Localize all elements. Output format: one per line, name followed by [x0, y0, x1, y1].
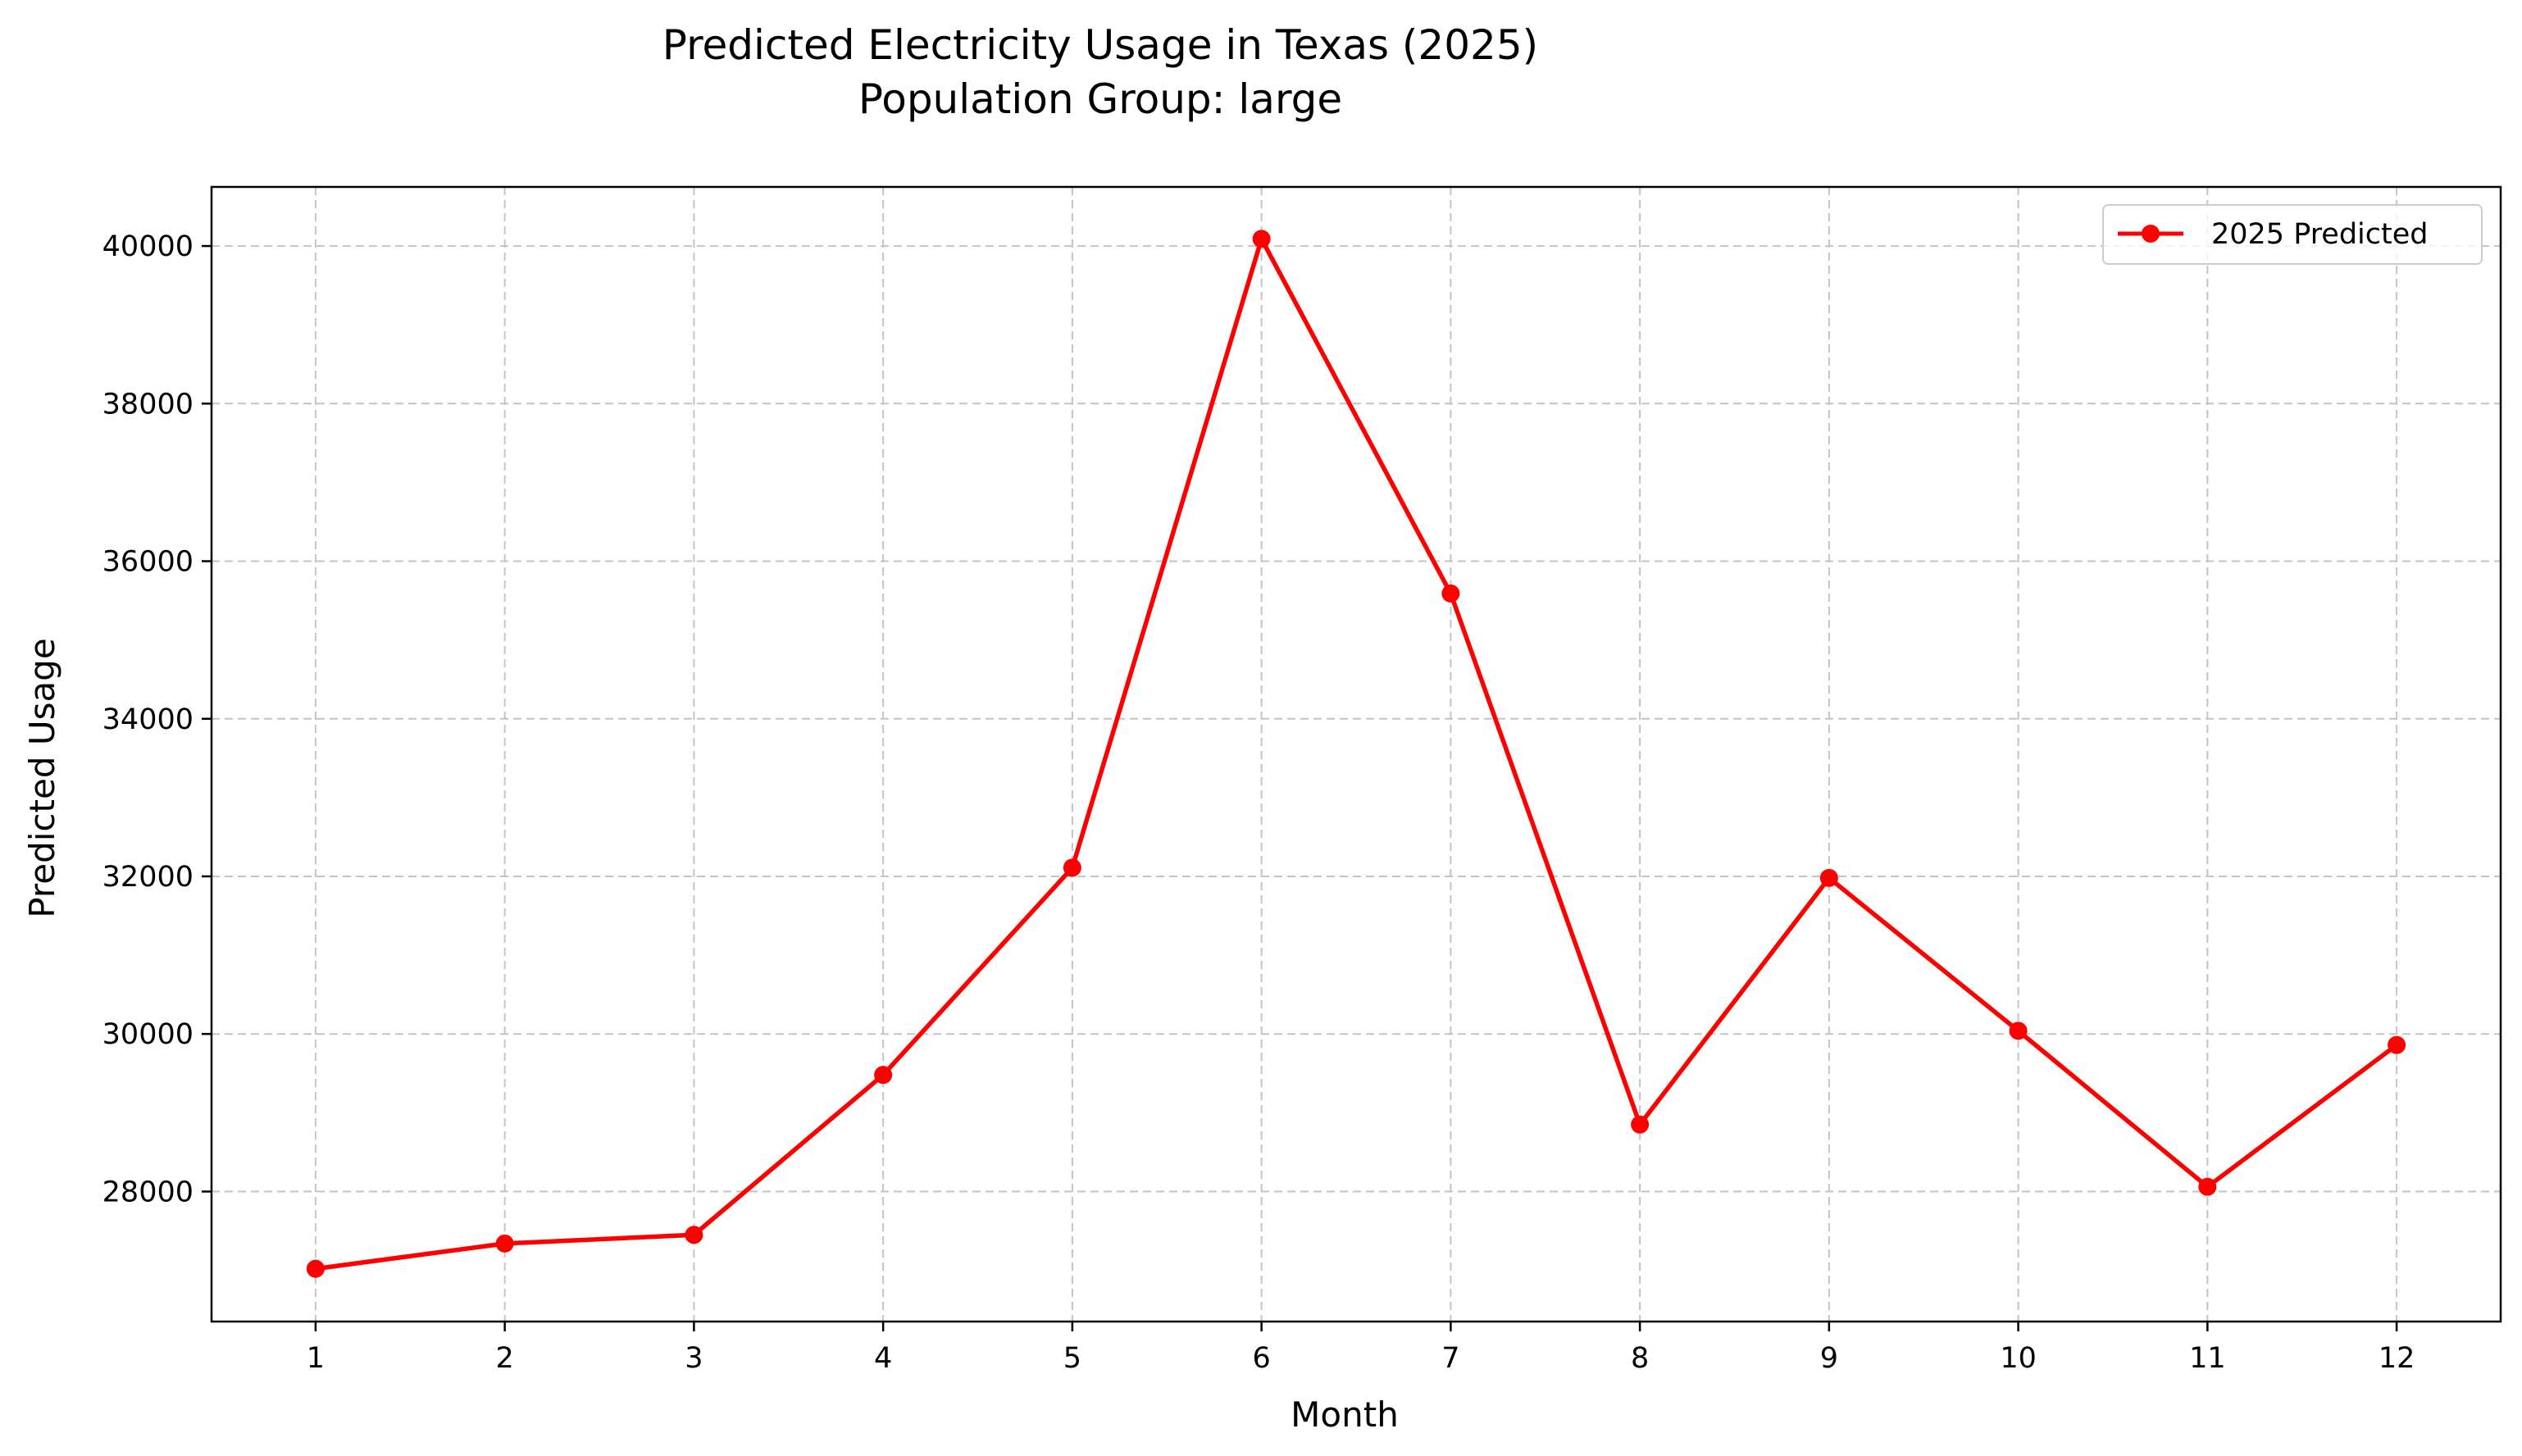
series-line-0	[313, 236, 2399, 1272]
y-tick-label: 32000	[102, 861, 193, 894]
y-tick-label: 40000	[102, 230, 193, 263]
x-tick-label: 4	[874, 1342, 892, 1375]
x-tick-label: 11	[2189, 1342, 2226, 1375]
data-point-month-10	[2009, 1021, 2028, 1040]
data-point-month-6	[1252, 230, 1271, 248]
legend-marker-sample	[2142, 225, 2160, 243]
y-tick-label: 30000	[102, 1018, 193, 1051]
data-point-month-8	[1631, 1115, 1650, 1134]
x-tick-label: 8	[1631, 1342, 1649, 1375]
x-tick-label: 10	[2000, 1342, 2037, 1375]
data-point-month-2	[495, 1234, 514, 1253]
legend: 2025 Predicted	[2102, 204, 2483, 265]
x-tick-label: 5	[1063, 1342, 1081, 1375]
plot-area-frame	[210, 185, 2502, 1323]
data-point-month-11	[2198, 1177, 2217, 1196]
x-tick-label: 2	[496, 1342, 514, 1375]
x-tick-label: 7	[1441, 1342, 1459, 1375]
x-axis-label: Month	[1291, 1395, 1399, 1435]
y-tick-label: 28000	[102, 1176, 193, 1208]
chart-title: Predicted Electricity Usage in Texas (20…	[662, 21, 1538, 69]
chart-subtitle: Population Group: large	[858, 75, 1342, 123]
data-point-month-9	[1819, 868, 1838, 887]
axis-ticks: 1 2 3 4 5 6 7 8 9 10 11 122800030000320003400036000…	[102, 230, 2415, 1375]
data-point-month-7	[1441, 584, 1460, 603]
x-tick-label: 3	[685, 1342, 703, 1375]
data-point-month-5	[1063, 858, 1081, 877]
series-layer	[306, 230, 2406, 1278]
data-point-month-1	[306, 1259, 325, 1278]
y-axis-label: Predicted Usage	[22, 638, 62, 917]
data-point-month-12	[2388, 1035, 2406, 1054]
x-tick-label: 9	[1820, 1342, 1838, 1375]
y-tick-label: 34000	[102, 703, 193, 736]
x-tick-label: 6	[1252, 1342, 1270, 1375]
data-point-month-3	[685, 1226, 703, 1244]
y-tick-label: 38000	[102, 388, 193, 421]
x-tick-label: 1	[307, 1342, 325, 1375]
data-point-month-4	[874, 1066, 893, 1085]
legend-box	[2102, 204, 2483, 265]
y-tick-label: 36000	[102, 546, 193, 579]
legend-entry-label: 2025 Predicted	[2211, 218, 2429, 251]
x-tick-label: 12	[2379, 1342, 2415, 1375]
